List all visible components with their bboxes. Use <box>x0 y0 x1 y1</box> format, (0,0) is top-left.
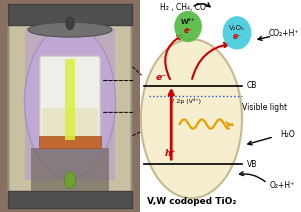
Bar <box>39 136 101 148</box>
Text: H₂O: H₂O <box>280 130 295 139</box>
Text: W⁶⁺: W⁶⁺ <box>181 19 195 25</box>
Ellipse shape <box>28 22 112 37</box>
Bar <box>8 4 132 25</box>
Bar <box>31 148 109 191</box>
Text: e⁻: e⁻ <box>232 32 241 41</box>
Text: e⁻: e⁻ <box>184 26 193 35</box>
Circle shape <box>66 17 74 30</box>
Bar <box>65 59 75 140</box>
Text: Visible light: Visible light <box>242 103 287 112</box>
Bar <box>25 28 115 180</box>
Circle shape <box>64 172 76 189</box>
Bar <box>42 108 98 140</box>
FancyBboxPatch shape <box>8 8 132 204</box>
Ellipse shape <box>223 16 251 50</box>
Text: e⁻: e⁻ <box>156 73 167 81</box>
Text: CO₂+H⁺: CO₂+H⁺ <box>269 29 299 38</box>
Ellipse shape <box>141 39 242 198</box>
Text: O₂+H⁺: O₂+H⁺ <box>270 181 295 190</box>
Text: CB: CB <box>247 81 257 90</box>
Ellipse shape <box>174 11 202 42</box>
Text: V₂O₅: V₂O₅ <box>229 25 245 31</box>
Text: VB: VB <box>247 160 257 169</box>
Text: V 2p (V⁴⁺): V 2p (V⁴⁺) <box>169 98 200 103</box>
Text: h⁺: h⁺ <box>164 149 175 158</box>
Bar <box>8 191 132 208</box>
Ellipse shape <box>24 25 116 178</box>
Text: H₂ , CH₄, CO: H₂ , CH₄, CO <box>160 3 206 12</box>
Text: V,W codoped TiO₂: V,W codoped TiO₂ <box>147 197 236 206</box>
FancyBboxPatch shape <box>40 56 100 143</box>
